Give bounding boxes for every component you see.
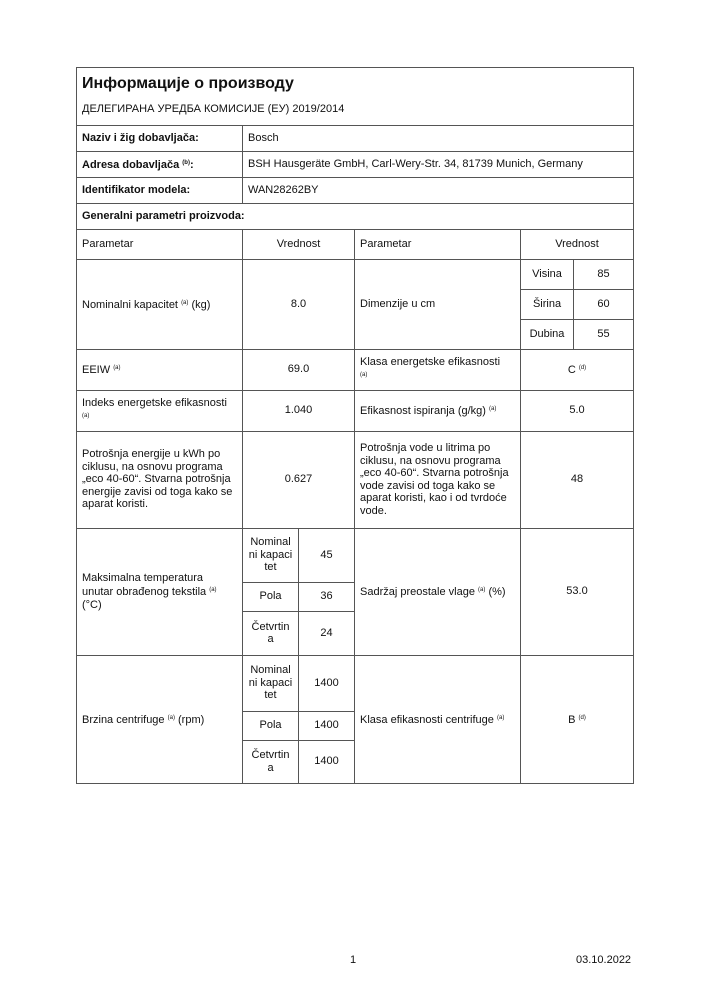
width-value: 60 xyxy=(573,288,634,320)
temp-half: 36 xyxy=(298,581,355,612)
date: 03.10.2022 xyxy=(576,954,632,966)
spin-half-label: Pola xyxy=(242,710,299,741)
page-title: Информације о производу xyxy=(76,67,634,95)
energy-value: 0.627 xyxy=(242,430,355,529)
temp-quarter: 24 xyxy=(298,610,355,656)
spin-quarter-label: Četvrtin a xyxy=(242,739,299,784)
water-value: 48 xyxy=(520,430,634,529)
temp-label: Maksimalna temperatura unutar obrađenog … xyxy=(76,527,243,656)
energy-class-label: Klasa energetske efikasnosti (a) xyxy=(354,348,521,391)
moisture-value: 53.0 xyxy=(520,527,634,656)
general-heading: Generalni parametri proizvoda: xyxy=(76,202,634,230)
water-label: Potrošnja vode u litrima po ciklusu, na … xyxy=(354,430,521,529)
temp-full: 45 xyxy=(298,527,355,583)
temp-quarter-label: Četvrtin a xyxy=(242,610,299,656)
rinse-value: 5.0 xyxy=(520,389,634,432)
supplier-name: Bosch xyxy=(242,124,634,152)
model-label: Identifikator modela: xyxy=(76,176,243,204)
spin-label: Brzina centrifuge (a) (rpm) xyxy=(76,654,243,784)
model-id: WAN28262BY xyxy=(242,176,634,204)
depth-value: 55 xyxy=(573,318,634,350)
product-info-table: Информације о производу ДЕЛЕГИРАНА УРЕДБ… xyxy=(76,67,634,784)
regulation: ДЕЛЕГИРАНА УРЕДБА КОМИСИЈЕ (ЕУ) 2019/201… xyxy=(76,94,634,126)
supplier-name-label: Naziv i žig dobavljača: xyxy=(76,124,243,152)
spin-full-label: Nominal ni kapaci tet xyxy=(242,654,299,712)
col-param: Parametar xyxy=(354,228,521,260)
page-number: 1 xyxy=(350,954,357,966)
col-param: Parametar xyxy=(76,228,243,260)
depth-label: Dubina xyxy=(520,318,574,350)
capacity-value: 8.0 xyxy=(242,258,355,350)
col-value: Vrednost xyxy=(520,228,634,260)
rinse-label: Efikasnost ispiranja (g/kg) (a) xyxy=(354,389,521,432)
eeiw-label: EEIW (a) xyxy=(76,348,243,391)
temp-full-label: Nominal ni kapaci tet xyxy=(242,527,299,583)
height-label: Visina xyxy=(520,258,574,290)
spin-quarter: 1400 xyxy=(298,739,355,784)
eei-value: 1.040 xyxy=(242,389,355,432)
supplier-address-label: Adresa dobavljača (b): xyxy=(76,150,243,178)
spin-class-value: B (d) xyxy=(520,654,634,784)
dimensions-label: Dimenzije u cm xyxy=(354,258,521,350)
col-value: Vrednost xyxy=(242,228,355,260)
width-label: Širina xyxy=(520,288,574,320)
eei-label: Indeks energetske efikasnosti (a) xyxy=(76,389,243,432)
height-value: 85 xyxy=(573,258,634,290)
eeiw-value: 69.0 xyxy=(242,348,355,391)
spin-full: 1400 xyxy=(298,654,355,712)
energy-class-value: C (d) xyxy=(520,348,634,391)
spin-half: 1400 xyxy=(298,710,355,741)
energy-label: Potrošnja energije u kWh po ciklusu, na … xyxy=(76,430,243,529)
spin-class-label: Klasa efikasnosti centrifuge (a) xyxy=(354,654,521,784)
supplier-address: BSH Hausgeräte GmbH, Carl-Wery-Str. 34, … xyxy=(242,150,634,178)
temp-half-label: Pola xyxy=(242,581,299,612)
moisture-label: Sadržaj preostale vlage (a) (%) xyxy=(354,527,521,656)
capacity-label: Nominalni kapacitet (a) (kg) xyxy=(76,258,243,350)
